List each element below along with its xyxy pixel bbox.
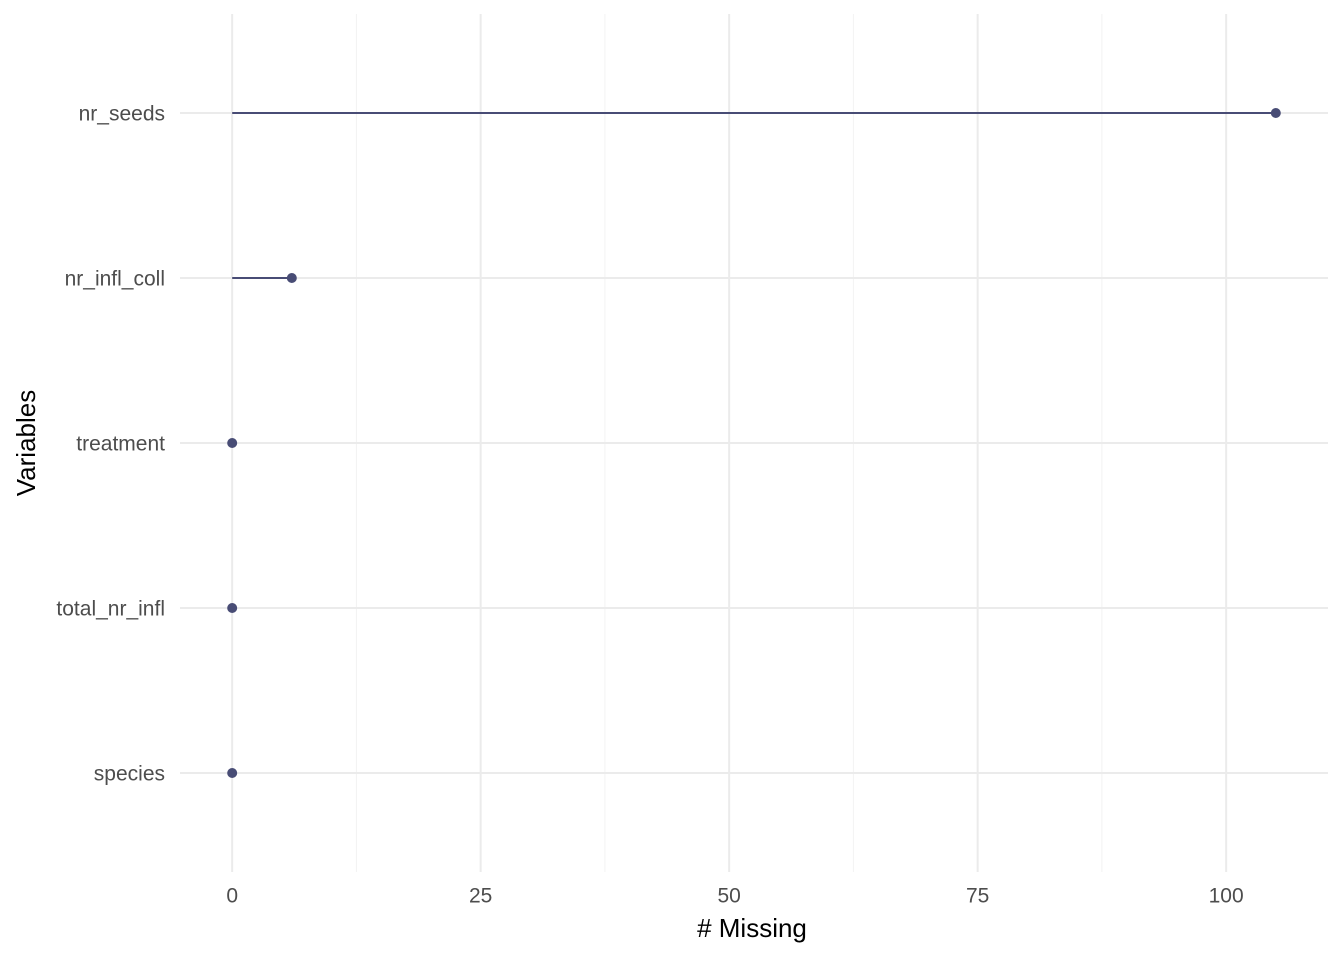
lollipop-point	[227, 768, 238, 778]
x-tick-label: 25	[469, 885, 492, 908]
lollipop-point	[286, 273, 297, 283]
x-tick-label: 100	[1209, 885, 1244, 908]
x-tick-label: 0	[226, 885, 238, 908]
y-tick-label: nr_infl_coll	[65, 268, 165, 291]
y-axis-title: Variables	[11, 390, 41, 496]
lollipop-point	[1270, 108, 1281, 118]
x-tick-label: 50	[717, 885, 740, 908]
y-tick-label: total_nr_infl	[56, 598, 165, 621]
lollipop-point	[227, 603, 238, 613]
x-axis-title: # Missing	[697, 913, 807, 943]
y-tick-label: species	[94, 763, 165, 786]
y-tick-label: nr_seeds	[79, 103, 165, 126]
y-tick-label: treatment	[76, 433, 165, 456]
x-tick-label: 75	[966, 885, 989, 908]
lollipop-point	[227, 438, 238, 448]
